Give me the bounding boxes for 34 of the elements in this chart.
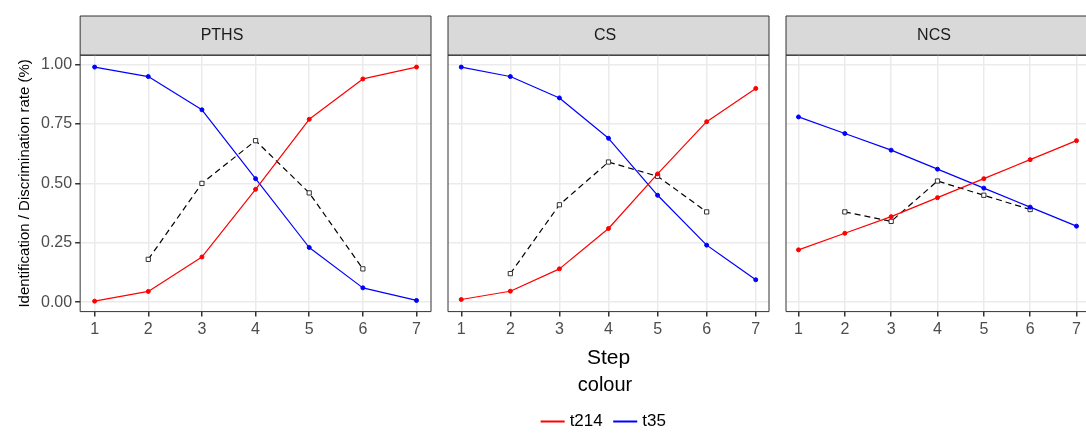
x-tick-label: 3 [554, 319, 564, 337]
x-tick-label: 5 [979, 319, 989, 337]
x-tick-label: 4 [933, 319, 943, 337]
chart-title: PTHS [200, 26, 244, 44]
legend-title: colour [577, 372, 633, 395]
chart-title: NCS [917, 26, 951, 44]
x-tick-label: 7 [1072, 319, 1082, 337]
y-tick-label: 1.00 [41, 55, 73, 73]
y-axis-title: Identification / Discrimination rate (%) [15, 59, 33, 308]
y-tick-label: 0.50 [41, 173, 73, 191]
x-tick-label: 6 [358, 319, 368, 337]
y-tick-label: 0.75 [41, 114, 73, 132]
x-tick-label: 1 [90, 319, 100, 337]
y-tick-label: 0.00 [41, 292, 73, 310]
x-tick-label: 5 [304, 319, 314, 337]
x-tick-label: 1 [456, 319, 466, 337]
x-tick-label: 6 [1025, 319, 1035, 337]
x-tick-label: 2 [505, 319, 515, 337]
x-tick-label: 5 [653, 319, 663, 337]
y-tick-label: 0.25 [41, 233, 73, 251]
x-tick-label: 2 [840, 319, 850, 337]
x-tick-label: 2 [143, 319, 153, 337]
x-tick-label: 7 [751, 319, 761, 337]
x-tick-label: 3 [886, 319, 896, 337]
x-tick-label: 7 [412, 319, 422, 337]
x-tick-label: 3 [197, 319, 207, 337]
x-axis-title: Step [586, 345, 631, 369]
chart-title: CS [593, 26, 617, 44]
x-tick-label: 6 [702, 319, 712, 337]
x-tick-label: 4 [604, 319, 614, 337]
legend-label: t214 [569, 411, 603, 431]
x-tick-label: 1 [794, 319, 804, 337]
legend-label: t35 [642, 411, 666, 431]
x-tick-label: 4 [251, 319, 261, 337]
